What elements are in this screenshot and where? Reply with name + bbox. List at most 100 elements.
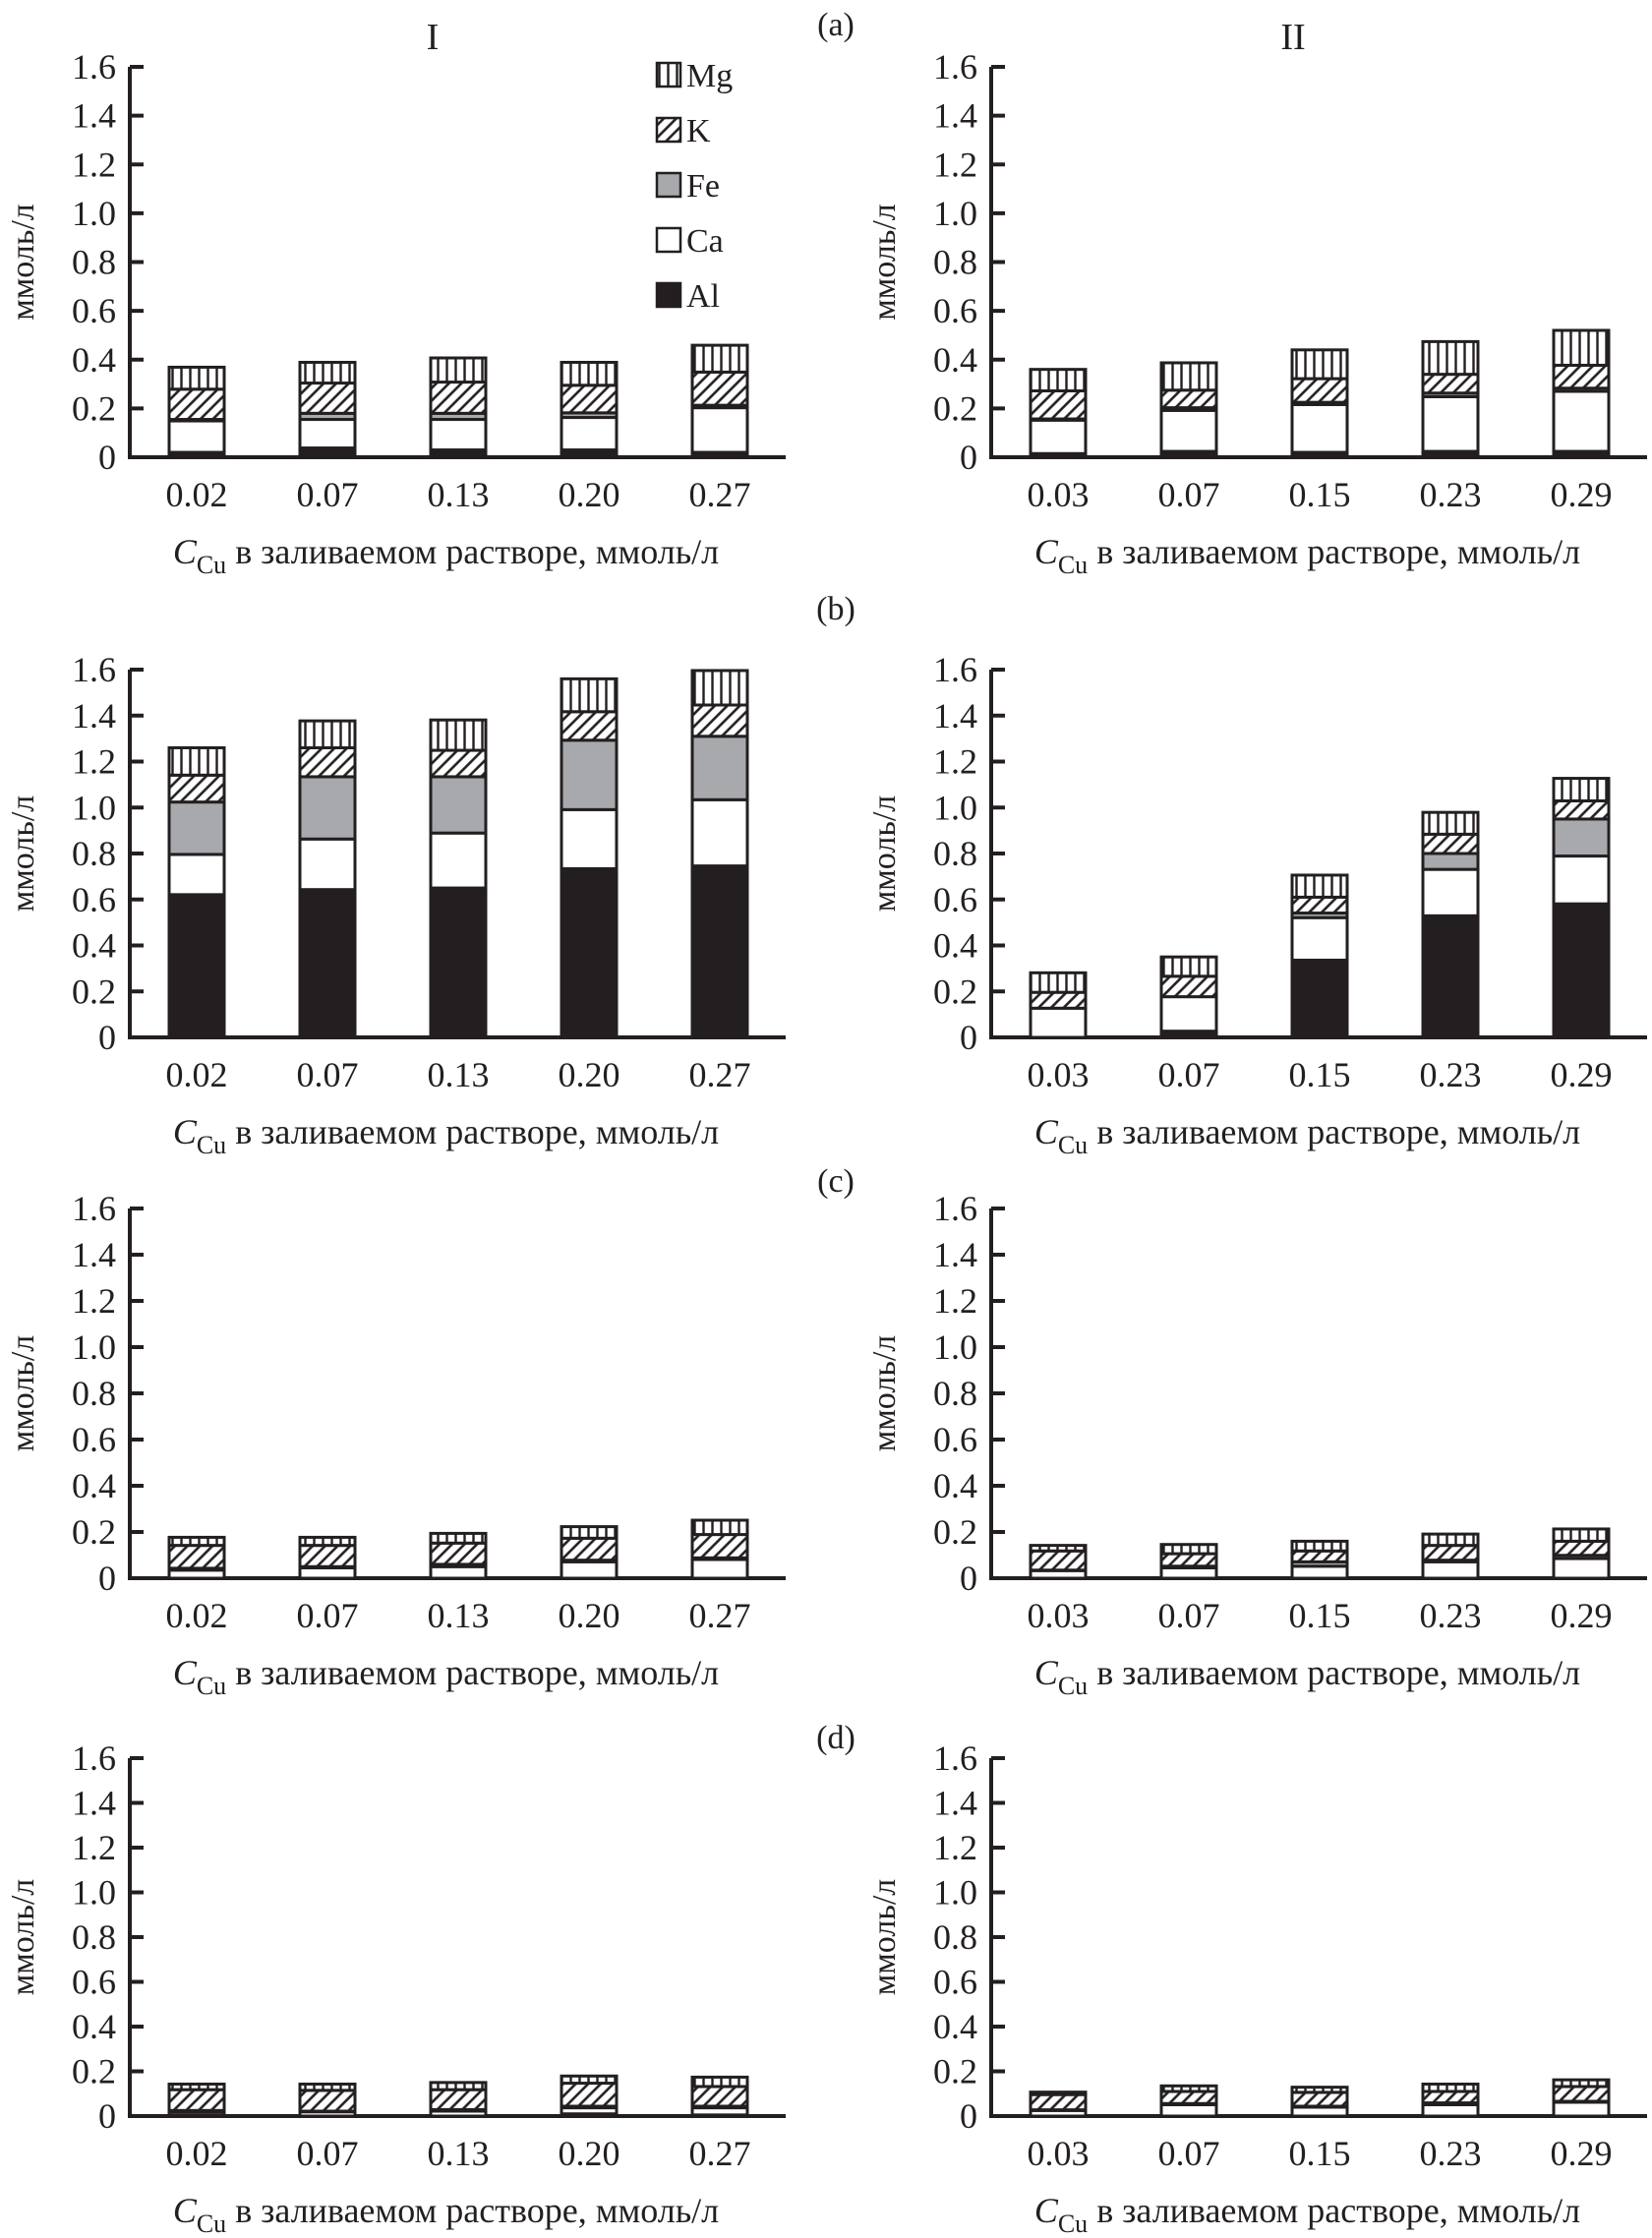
bar-stack	[1552, 328, 1611, 459]
y-tick-label: 1.0	[933, 194, 977, 233]
bar-segment-mg	[690, 2075, 749, 2089]
y-tick-label: 1.0	[933, 788, 977, 827]
y-axis-label: ммоль/л	[866, 1879, 903, 1996]
y-tick-label: 1.4	[933, 96, 977, 136]
x-tick-label: 0.03	[1028, 1596, 1090, 1635]
y-axis-label: ммоль/л	[866, 1335, 903, 1452]
bar-segment-k	[1421, 832, 1480, 855]
bar-segment-ca	[1421, 2102, 1480, 2118]
y-tick-label: 0.6	[933, 291, 977, 330]
bar-segment-k	[1421, 373, 1480, 395]
x-tick-label: 0.13	[428, 1596, 490, 1635]
panel-letter-c: (c)	[817, 1163, 855, 1200]
y-tick-label: 0.2	[933, 1512, 977, 1552]
legend-swatch-ca	[655, 226, 682, 254]
y-axis-label: ммоль/л	[5, 1335, 41, 1452]
bar-segment-fe	[560, 738, 619, 811]
bar-stack	[1290, 1539, 1349, 1580]
x-axis-title-symbol: C	[1034, 2191, 1059, 2230]
x-tick-label: 0.07	[297, 1055, 359, 1094]
y-tick-label: 0.6	[72, 1420, 116, 1459]
x-axis-title-text: в заливаемом растворе, ммоль/л	[226, 1653, 719, 1692]
y-tick-label: 0.8	[933, 1374, 977, 1413]
bar-segment-mg	[1029, 971, 1088, 994]
y-tick-label: 1.2	[72, 1828, 116, 1867]
bar-segment-ca	[298, 1565, 357, 1580]
bar-segment-mg	[1552, 1527, 1611, 1543]
x-axis-title-symbol: C	[173, 1653, 198, 1692]
y-tick-label: 0.4	[72, 1466, 116, 1505]
bar-segment-ca	[1552, 2100, 1611, 2118]
panel-b-II: ммоль/л 0 0.2 0.4 0.6 0.8 1.0 1.2 1.4 1.6 0.03 0.07…	[866, 650, 1647, 1159]
bar-segment-mg	[1290, 1539, 1349, 1553]
x-axis-title: CCu в заливаемом растворе, ммоль/л	[1034, 1653, 1580, 1700]
bar-segment-mg	[167, 365, 226, 391]
panel-letter-b: (b)	[816, 591, 856, 627]
bar-segment-k	[167, 773, 226, 804]
y-tick-label: 0	[960, 1559, 977, 1598]
x-tick-label: 0.15	[1289, 1055, 1351, 1094]
bar-segment-k	[1159, 388, 1218, 410]
bar-segment-k	[1552, 798, 1611, 821]
bar-segment-al	[560, 866, 619, 1039]
bar-segment-ca	[429, 1564, 488, 1580]
x-axis-title-text: в заливаемом растворе, ммоль/л	[226, 1112, 719, 1151]
bar-segment-k	[690, 2085, 749, 2108]
y-tick-label: 0.4	[933, 2007, 977, 2046]
bar-segment-fe	[429, 775, 488, 835]
x-tick-label: 0.07	[297, 1596, 359, 1635]
y-tick-label: 1.4	[72, 1235, 116, 1274]
x-tick-label: 0.13	[428, 1055, 490, 1094]
x-tick-label: 0.02	[166, 2134, 228, 2173]
y-tick-label: 1.0	[72, 194, 116, 233]
bar-segment-mg	[1421, 810, 1480, 836]
bar-segment-mg	[1029, 368, 1088, 393]
x-axis-title-text: в заливаемом растворе, ммоль/л	[226, 2191, 719, 2230]
bar-segment-mg	[298, 1535, 357, 1548]
y-tick-label: 0	[960, 438, 977, 477]
x-tick-label: 0.20	[559, 2134, 620, 2173]
y-tick-label: 0.4	[72, 340, 116, 380]
bar-segment-fe	[1421, 852, 1480, 871]
bar-segment-mg	[429, 718, 488, 752]
y-axis-label: ммоль/л	[866, 204, 903, 321]
bar-segment-mg	[560, 1525, 619, 1540]
bar-stack	[560, 360, 619, 459]
x-tick-label: 0.23	[1420, 1596, 1482, 1635]
bar-segment-k	[1159, 1552, 1218, 1568]
bar-segment-mg	[167, 2082, 226, 2091]
bar-segment-mg	[1159, 955, 1218, 978]
y-tick-label: 1.4	[72, 96, 116, 136]
legend-label-k: K	[686, 113, 711, 149]
bar-segment-mg	[1290, 873, 1349, 899]
y-tick-label: 1.6	[933, 1189, 977, 1228]
legend-item-ca: Ca	[655, 223, 724, 260]
bar-segment-k	[167, 387, 226, 422]
bar-segment-mg	[167, 1535, 226, 1548]
legend-item-fe: Fe	[655, 168, 720, 205]
bar-stack	[167, 365, 226, 459]
bar-stack	[429, 356, 488, 459]
bar-segment-k	[690, 370, 749, 407]
x-axis-title-symbol: C	[1034, 1112, 1059, 1151]
x-tick-label: 0.23	[1420, 2134, 1482, 2173]
bar-stack	[1421, 810, 1480, 1039]
y-tick-label: 0.6	[933, 1963, 977, 2002]
x-tick-label: 0.29	[1551, 2134, 1613, 2173]
x-axis-title: CCu в заливаемом растворе, ммоль/л	[173, 1653, 719, 1700]
bar-segment-mg	[1029, 1544, 1088, 1553]
x-axis-title-text: в заливаемом растворе, ммоль/л	[1088, 2191, 1580, 2230]
y-tick-label: 0.8	[72, 834, 116, 873]
x-axis-title-symbol: C	[173, 1112, 198, 1151]
bar-stack	[1421, 1532, 1480, 1580]
bar-segment-k	[298, 745, 357, 779]
bar-segment-mg	[560, 2074, 619, 2086]
bar-segment-mg	[298, 2082, 357, 2092]
y-tick-label: 1.6	[72, 1738, 116, 1778]
x-tick-label: 0.23	[1420, 475, 1482, 514]
y-tick-label: 1.4	[72, 1784, 116, 1823]
bar-stack	[1290, 873, 1349, 1039]
bar-stack	[1552, 777, 1611, 1039]
y-tick-label: 0.6	[933, 1420, 977, 1459]
x-tick-label: 0.03	[1028, 2134, 1090, 2173]
